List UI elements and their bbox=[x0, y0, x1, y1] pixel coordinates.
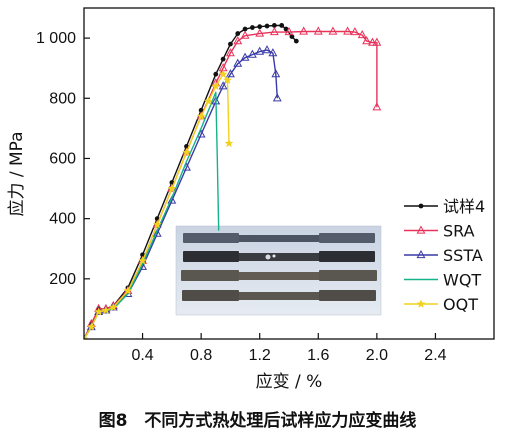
oqt-point bbox=[94, 307, 104, 316]
sra-point bbox=[284, 27, 294, 36]
x-tick-label: 0.4 bbox=[131, 347, 153, 364]
legend-item-specimen-4: 试样4 bbox=[404, 197, 485, 216]
sra-point bbox=[299, 26, 309, 35]
ssta-point bbox=[225, 69, 235, 78]
sra-point bbox=[240, 30, 250, 39]
oqt-point bbox=[138, 256, 147, 265]
sra-point bbox=[313, 26, 323, 35]
x-axis-label: 应变 / % bbox=[256, 372, 323, 392]
x-tick-label: 1.6 bbox=[307, 347, 329, 364]
y-tick-label: 600 bbox=[49, 150, 76, 167]
specimen-bar-2 bbox=[183, 251, 375, 262]
specimen-4-point bbox=[169, 180, 175, 185]
x-tick-label: 2.0 bbox=[366, 347, 388, 364]
sra-point bbox=[225, 48, 235, 57]
specimen-4-point bbox=[140, 252, 145, 258]
legend-item-oqt: OQT bbox=[404, 295, 478, 314]
ssta-point bbox=[272, 93, 282, 102]
sra-point bbox=[343, 26, 353, 35]
oqt-point bbox=[152, 220, 162, 229]
legend-item-sra: SRA bbox=[404, 222, 475, 241]
specimen-4-point bbox=[289, 34, 295, 39]
ssta-point bbox=[255, 46, 265, 55]
x-tick-label: 1.2 bbox=[249, 347, 271, 364]
specimen-4-point bbox=[264, 23, 270, 29]
specimen-4-point bbox=[293, 38, 299, 44]
legend-label-oqt: OQT bbox=[443, 295, 478, 314]
specimen-4-point bbox=[213, 71, 219, 77]
sra-point bbox=[255, 28, 265, 37]
sra-point bbox=[368, 37, 377, 46]
sra-point bbox=[372, 102, 382, 111]
legend: 试样4 SRA SSTA WQT OQT bbox=[404, 197, 485, 314]
plot-frame bbox=[83, 7, 495, 340]
oqt-point bbox=[223, 75, 232, 84]
y-tick-label: 800 bbox=[49, 90, 76, 107]
specimen-4-point bbox=[279, 23, 285, 28]
x-tick-label: 0.8 bbox=[190, 347, 212, 364]
sra-point bbox=[350, 27, 360, 36]
specimen-4-point bbox=[220, 56, 226, 62]
y-tick-label: 400 bbox=[49, 211, 76, 228]
legend-sra-point bbox=[416, 225, 426, 234]
sra-point bbox=[357, 30, 367, 39]
sra-point bbox=[372, 37, 382, 46]
y-axis-label: 应力 / MPa bbox=[7, 131, 27, 216]
specimen-4-point bbox=[154, 216, 160, 222]
ssta-point bbox=[271, 69, 281, 78]
legend-item-ssta: SSTA bbox=[404, 246, 483, 265]
series-oqt bbox=[84, 69, 234, 339]
sra-point bbox=[328, 26, 338, 35]
y-tick-label: 1 000 bbox=[36, 30, 76, 47]
ssta-point bbox=[152, 228, 162, 237]
ssta-point bbox=[218, 81, 228, 90]
specimen-bar-1 bbox=[183, 233, 375, 243]
figure-caption: 图8 不同方式热处理后试样应力应变曲线 bbox=[98, 411, 417, 431]
oqt-point bbox=[224, 138, 234, 148]
ssta-point bbox=[233, 58, 243, 67]
legend-oqt-point bbox=[416, 299, 426, 308]
ssta-point bbox=[247, 49, 257, 58]
specimen-4-point bbox=[249, 25, 255, 30]
specimen-4-point bbox=[242, 26, 248, 32]
oqt-point bbox=[86, 322, 96, 331]
specimen-photo-inset bbox=[175, 225, 382, 316]
oqt-point bbox=[123, 286, 133, 295]
ssta-point bbox=[240, 52, 250, 61]
oqt-point bbox=[204, 96, 213, 105]
specimen-bar-4 bbox=[182, 290, 376, 301]
legend-label-ssta: SSTA bbox=[443, 246, 483, 265]
legend-label-wqt: WQT bbox=[443, 271, 481, 290]
legend-label-specimen-4: 试样4 bbox=[443, 197, 485, 216]
oqt-point bbox=[101, 305, 111, 315]
specimen-4-point bbox=[271, 23, 277, 28]
specimen-4-point bbox=[198, 107, 204, 113]
y-tick-label: 200 bbox=[49, 271, 76, 288]
specimen-4-point bbox=[235, 31, 241, 36]
legend-ssta-point bbox=[416, 249, 426, 259]
oqt-point bbox=[218, 69, 228, 78]
oqt-point bbox=[196, 111, 206, 121]
oqt-point bbox=[211, 81, 221, 90]
oqt-point bbox=[167, 183, 177, 193]
specimen-bar-3 bbox=[181, 270, 377, 281]
sra-point bbox=[362, 36, 372, 45]
oqt-point bbox=[182, 147, 191, 157]
ssta-point bbox=[167, 195, 177, 204]
legend-specimen-4-point bbox=[418, 203, 424, 209]
ssta-point bbox=[262, 45, 272, 54]
specimen-4-point bbox=[228, 41, 233, 47]
sra-point bbox=[233, 36, 243, 45]
sra-point bbox=[269, 27, 279, 36]
x-tick-label: 2.4 bbox=[424, 347, 446, 364]
oqt-point bbox=[108, 302, 118, 312]
legend-item-wqt: WQT bbox=[404, 271, 481, 290]
ssta-point bbox=[268, 48, 278, 57]
specimen-4-point bbox=[257, 24, 263, 30]
oqt-point bbox=[84, 334, 89, 339]
legend-label-sra: SRA bbox=[443, 222, 475, 241]
series-line-oqt bbox=[84, 73, 230, 339]
